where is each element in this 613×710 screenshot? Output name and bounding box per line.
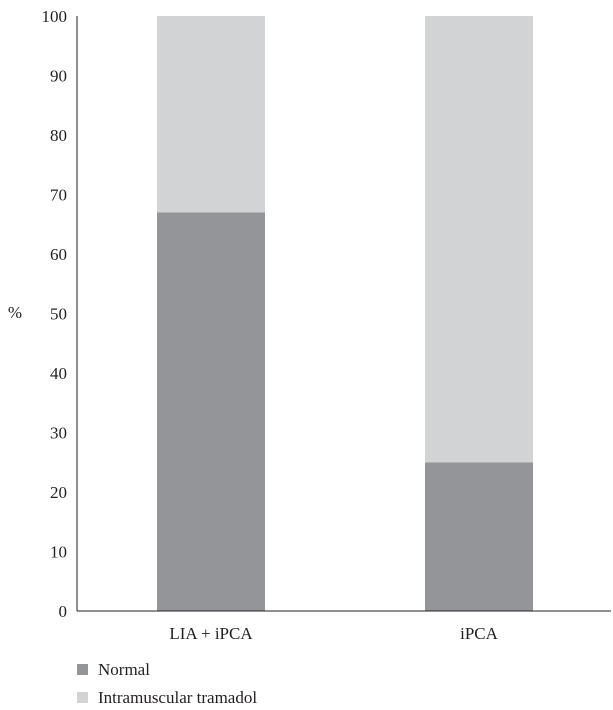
x-tick-labels: LIA + iPCA iPCA [169,624,498,643]
bar-segment-normal-1 [425,462,533,611]
legend-swatch [77,692,88,703]
legend-swatch [77,664,88,675]
y-tick-label: 0 [59,602,68,621]
y-tick-labels: 0 10 20 30 40 50 60 70 80 90 100 [42,7,68,621]
y-tick-label: 10 [50,543,67,562]
y-tick-label: 50 [50,305,67,324]
y-tick-label: 100 [42,7,68,26]
y-tick-label: 40 [50,364,67,383]
axes-group [76,16,611,612]
x-tick-label: LIA + iPCA [169,624,253,643]
legend-label: Normal [98,660,150,679]
y-tick-label: 70 [50,186,67,205]
y-tick-label: 60 [50,245,67,264]
y-tick-label: 30 [50,424,67,443]
y-axis-label: % [8,303,22,322]
legend: Normal Intramuscular tramadol [77,660,257,707]
bar-segment-intramuscular-tramadol-0 [157,16,265,213]
legend-label: Intramuscular tramadol [98,688,257,707]
bar-segment-normal-0 [157,212,265,611]
bar-segment-intramuscular-tramadol-1 [425,16,533,463]
bars-group [157,16,533,611]
y-tick-label: 80 [50,126,67,145]
y-tick-label: 90 [50,67,67,86]
y-tick-label: 20 [50,483,67,502]
x-tick-label: iPCA [460,624,499,643]
